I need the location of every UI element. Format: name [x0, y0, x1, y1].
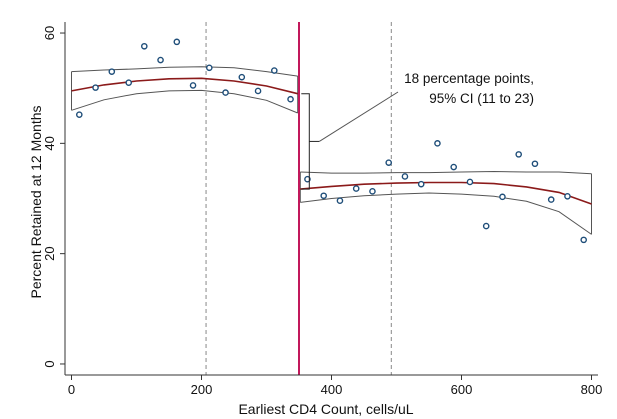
data-point-4 — [125, 79, 132, 86]
data-point-20 — [385, 159, 393, 166]
x-tick-label-4: 600 — [451, 382, 473, 397]
data-point-9 — [205, 64, 213, 72]
data-point-7 — [173, 38, 181, 46]
data-point-22 — [417, 180, 425, 188]
data-point-2 — [92, 84, 99, 91]
data-point-12 — [254, 87, 262, 95]
ci-lower-2 — [300, 192, 592, 235]
data-point-18 — [352, 185, 360, 192]
data-point-32 — [580, 236, 588, 244]
data-point-14 — [287, 95, 294, 103]
x-tick-label-3: 400 — [321, 382, 343, 397]
data-point-3 — [108, 68, 116, 75]
data-point-19 — [369, 188, 376, 195]
data-point-29 — [531, 160, 539, 168]
data-point-8 — [189, 82, 197, 89]
ci-lower-1 — [71, 89, 298, 114]
data-point-31 — [564, 192, 571, 200]
y-tick-label-3: 40 — [42, 136, 57, 150]
fit-line-2 — [300, 181, 592, 205]
x-axis-title: Earliest CD4 Count, cells/uL — [238, 401, 413, 417]
annotation-line-2: 95% CI (11 to 23) — [429, 91, 534, 106]
data-point-23 — [434, 140, 441, 147]
data-point-28 — [515, 151, 523, 158]
data-point-17 — [336, 197, 344, 205]
y-tick-labels: 0 20 40 60 — [42, 26, 57, 368]
data-point-1 — [76, 111, 83, 118]
y-tick-label-2: 20 — [42, 246, 57, 260]
x-tick-label-5: 800 — [581, 382, 603, 397]
annotation-line-1: 18 percentage points, — [404, 71, 534, 86]
data-points — [76, 38, 588, 244]
data-point-27 — [499, 193, 506, 201]
data-point-13 — [270, 67, 278, 74]
annotation-leader-line — [319, 91, 399, 142]
annotation-bracket — [301, 93, 310, 190]
y-tick-label-1: 0 — [42, 360, 57, 367]
data-point-24 — [450, 163, 458, 171]
data-point-21 — [401, 173, 409, 180]
data-point-6 — [157, 56, 164, 64]
annotation-group: 18 percentage points, 95% CI (11 to 23) — [301, 71, 534, 190]
fit-line-1 — [71, 77, 298, 95]
axes — [60, 22, 598, 380]
data-point-26 — [482, 222, 490, 230]
x-tick-labels: 0 200 400 600 800 — [68, 382, 602, 397]
data-point-25 — [466, 178, 474, 186]
fit-lines — [71, 77, 592, 205]
data-point-5 — [140, 42, 148, 50]
x-tick-label-2: 200 — [191, 382, 213, 397]
y-axis-title: Percent Retained at 12 Months — [28, 105, 44, 298]
ci-upper-2 — [300, 170, 592, 175]
data-point-11 — [238, 73, 246, 81]
data-point-10 — [222, 89, 229, 96]
ci-upper-1 — [71, 66, 298, 77]
data-point-15 — [304, 175, 311, 183]
y-tick-label-4: 60 — [42, 26, 57, 40]
data-point-30 — [547, 196, 555, 203]
x-tick-label-1: 0 — [68, 382, 75, 397]
data-point-16 — [320, 192, 328, 200]
reference-lines — [205, 22, 392, 375]
